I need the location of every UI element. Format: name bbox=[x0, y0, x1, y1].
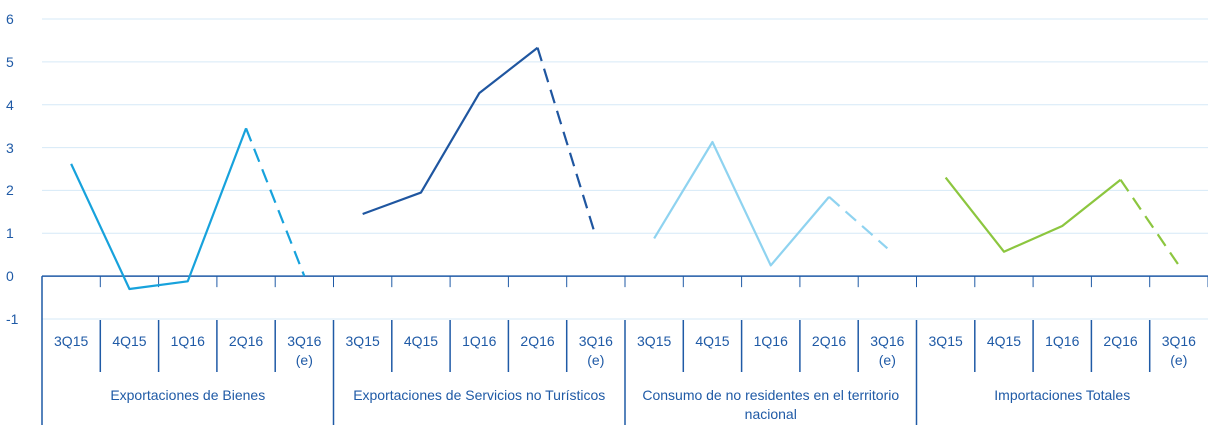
x-tick-label: 4Q15 bbox=[112, 333, 147, 349]
group-label: Importaciones Totales bbox=[994, 387, 1131, 403]
y-tick-label: -1 bbox=[6, 311, 19, 327]
x-tick-label: 3Q15 bbox=[928, 333, 963, 349]
series-line-estimate bbox=[536, 47, 597, 238]
y-tick-label: 2 bbox=[6, 182, 14, 199]
x-tick-label: 3Q15 bbox=[54, 333, 89, 349]
x-tick-label: 4Q15 bbox=[695, 333, 730, 349]
x-tick-label: 2Q16 bbox=[811, 333, 847, 349]
y-tick-label: 4 bbox=[6, 96, 14, 113]
series-line bbox=[362, 46, 539, 216]
x-tick-label: 4Q15 bbox=[986, 333, 1022, 349]
y-tick-label: 5 bbox=[6, 53, 14, 70]
x-tick-label: 1Q16 bbox=[170, 333, 205, 349]
y-tick-label: 0 bbox=[6, 268, 14, 285]
x-tick-label: 1Q16 bbox=[1045, 333, 1080, 349]
x-tick-label: 2Q16 bbox=[1103, 333, 1138, 349]
x-tick-label: 3Q16 (e) bbox=[287, 333, 322, 368]
group-label: Consumo de no residentes en el territori… bbox=[642, 387, 900, 422]
x-tick-label: 1Q16 bbox=[753, 333, 788, 349]
y-tick-label: 6 bbox=[6, 11, 14, 27]
x-tick-label: 1Q16 bbox=[462, 333, 497, 349]
x-tick-label: 3Q15 bbox=[345, 333, 380, 349]
group-label: Exportaciones de Bienes bbox=[110, 387, 266, 403]
x-tick-label: 2Q16 bbox=[228, 333, 264, 349]
x-tick-label: 2Q16 bbox=[520, 333, 555, 349]
x-tick-label: 4Q15 bbox=[403, 333, 439, 349]
x-tick-label: 3Q16 (e) bbox=[578, 333, 613, 368]
series-line bbox=[653, 140, 830, 267]
series-line bbox=[70, 127, 248, 291]
y-tick-label: 1 bbox=[6, 225, 14, 242]
series-line-estimate bbox=[1119, 179, 1180, 267]
series-line bbox=[944, 176, 1122, 253]
group-label: Exportaciones de Servicios no Turísticos bbox=[353, 387, 606, 403]
y-tick-label: 3 bbox=[6, 139, 14, 156]
series-line-estimate bbox=[828, 196, 889, 250]
series-line-estimate bbox=[245, 127, 306, 277]
x-tick-label: 3Q16 (e) bbox=[1161, 333, 1196, 368]
x-tick-label: 3Q16 (e) bbox=[870, 333, 905, 368]
x-tick-label: 3Q15 bbox=[637, 333, 672, 349]
